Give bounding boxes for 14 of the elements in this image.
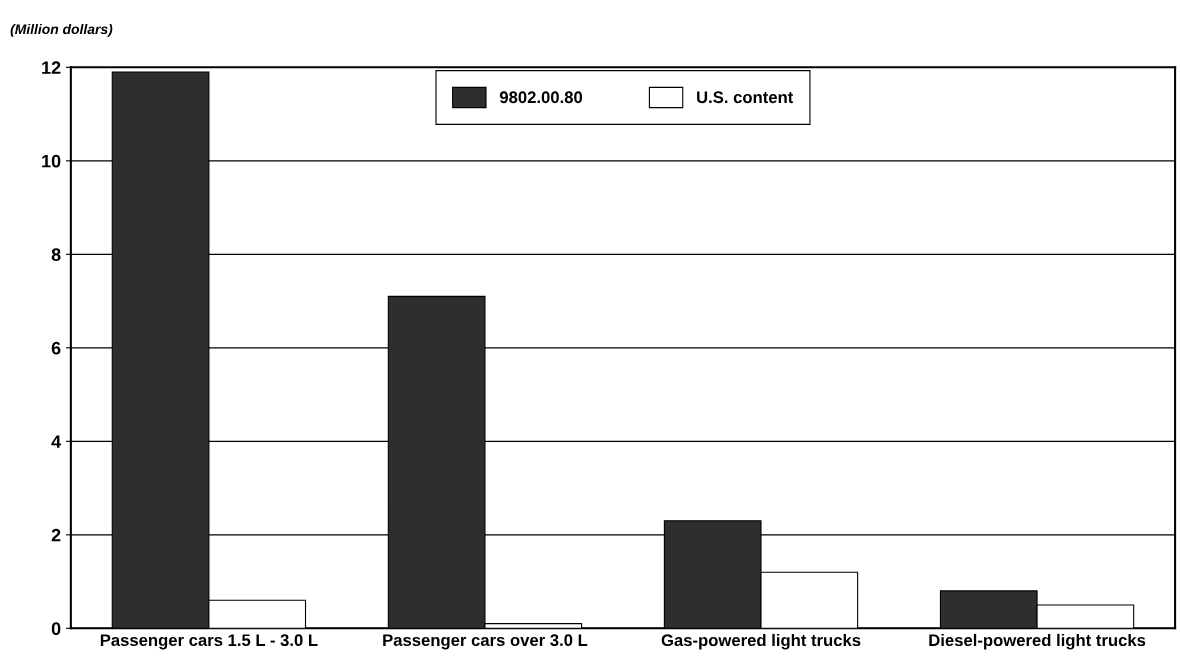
x-tick-label: Passenger cars over 3.0 L [383, 634, 588, 650]
x-tick-label: Gas-powered light trucks [661, 633, 861, 650]
y-tick-label: 2 [51, 528, 61, 542]
legend-label: U.S. content [697, 91, 794, 104]
y-axis-title: (Million dollars) [10, 23, 113, 37]
x-tick-label: Diesel-powered light trucks [929, 633, 1146, 650]
y-tick-label: 10 [42, 154, 61, 168]
y-tick-label: 4 [51, 435, 62, 448]
y-tick-label: 12 [42, 61, 61, 74]
y-tick-label: 8 [51, 248, 61, 262]
y-tick-label: 0 [51, 622, 61, 636]
x-tick-label: Passenger cars 1.5 L - 3.0 L [100, 634, 318, 650]
legend-label: 9802.00.80 [499, 91, 583, 104]
y-tick-label: 6 [51, 341, 61, 355]
